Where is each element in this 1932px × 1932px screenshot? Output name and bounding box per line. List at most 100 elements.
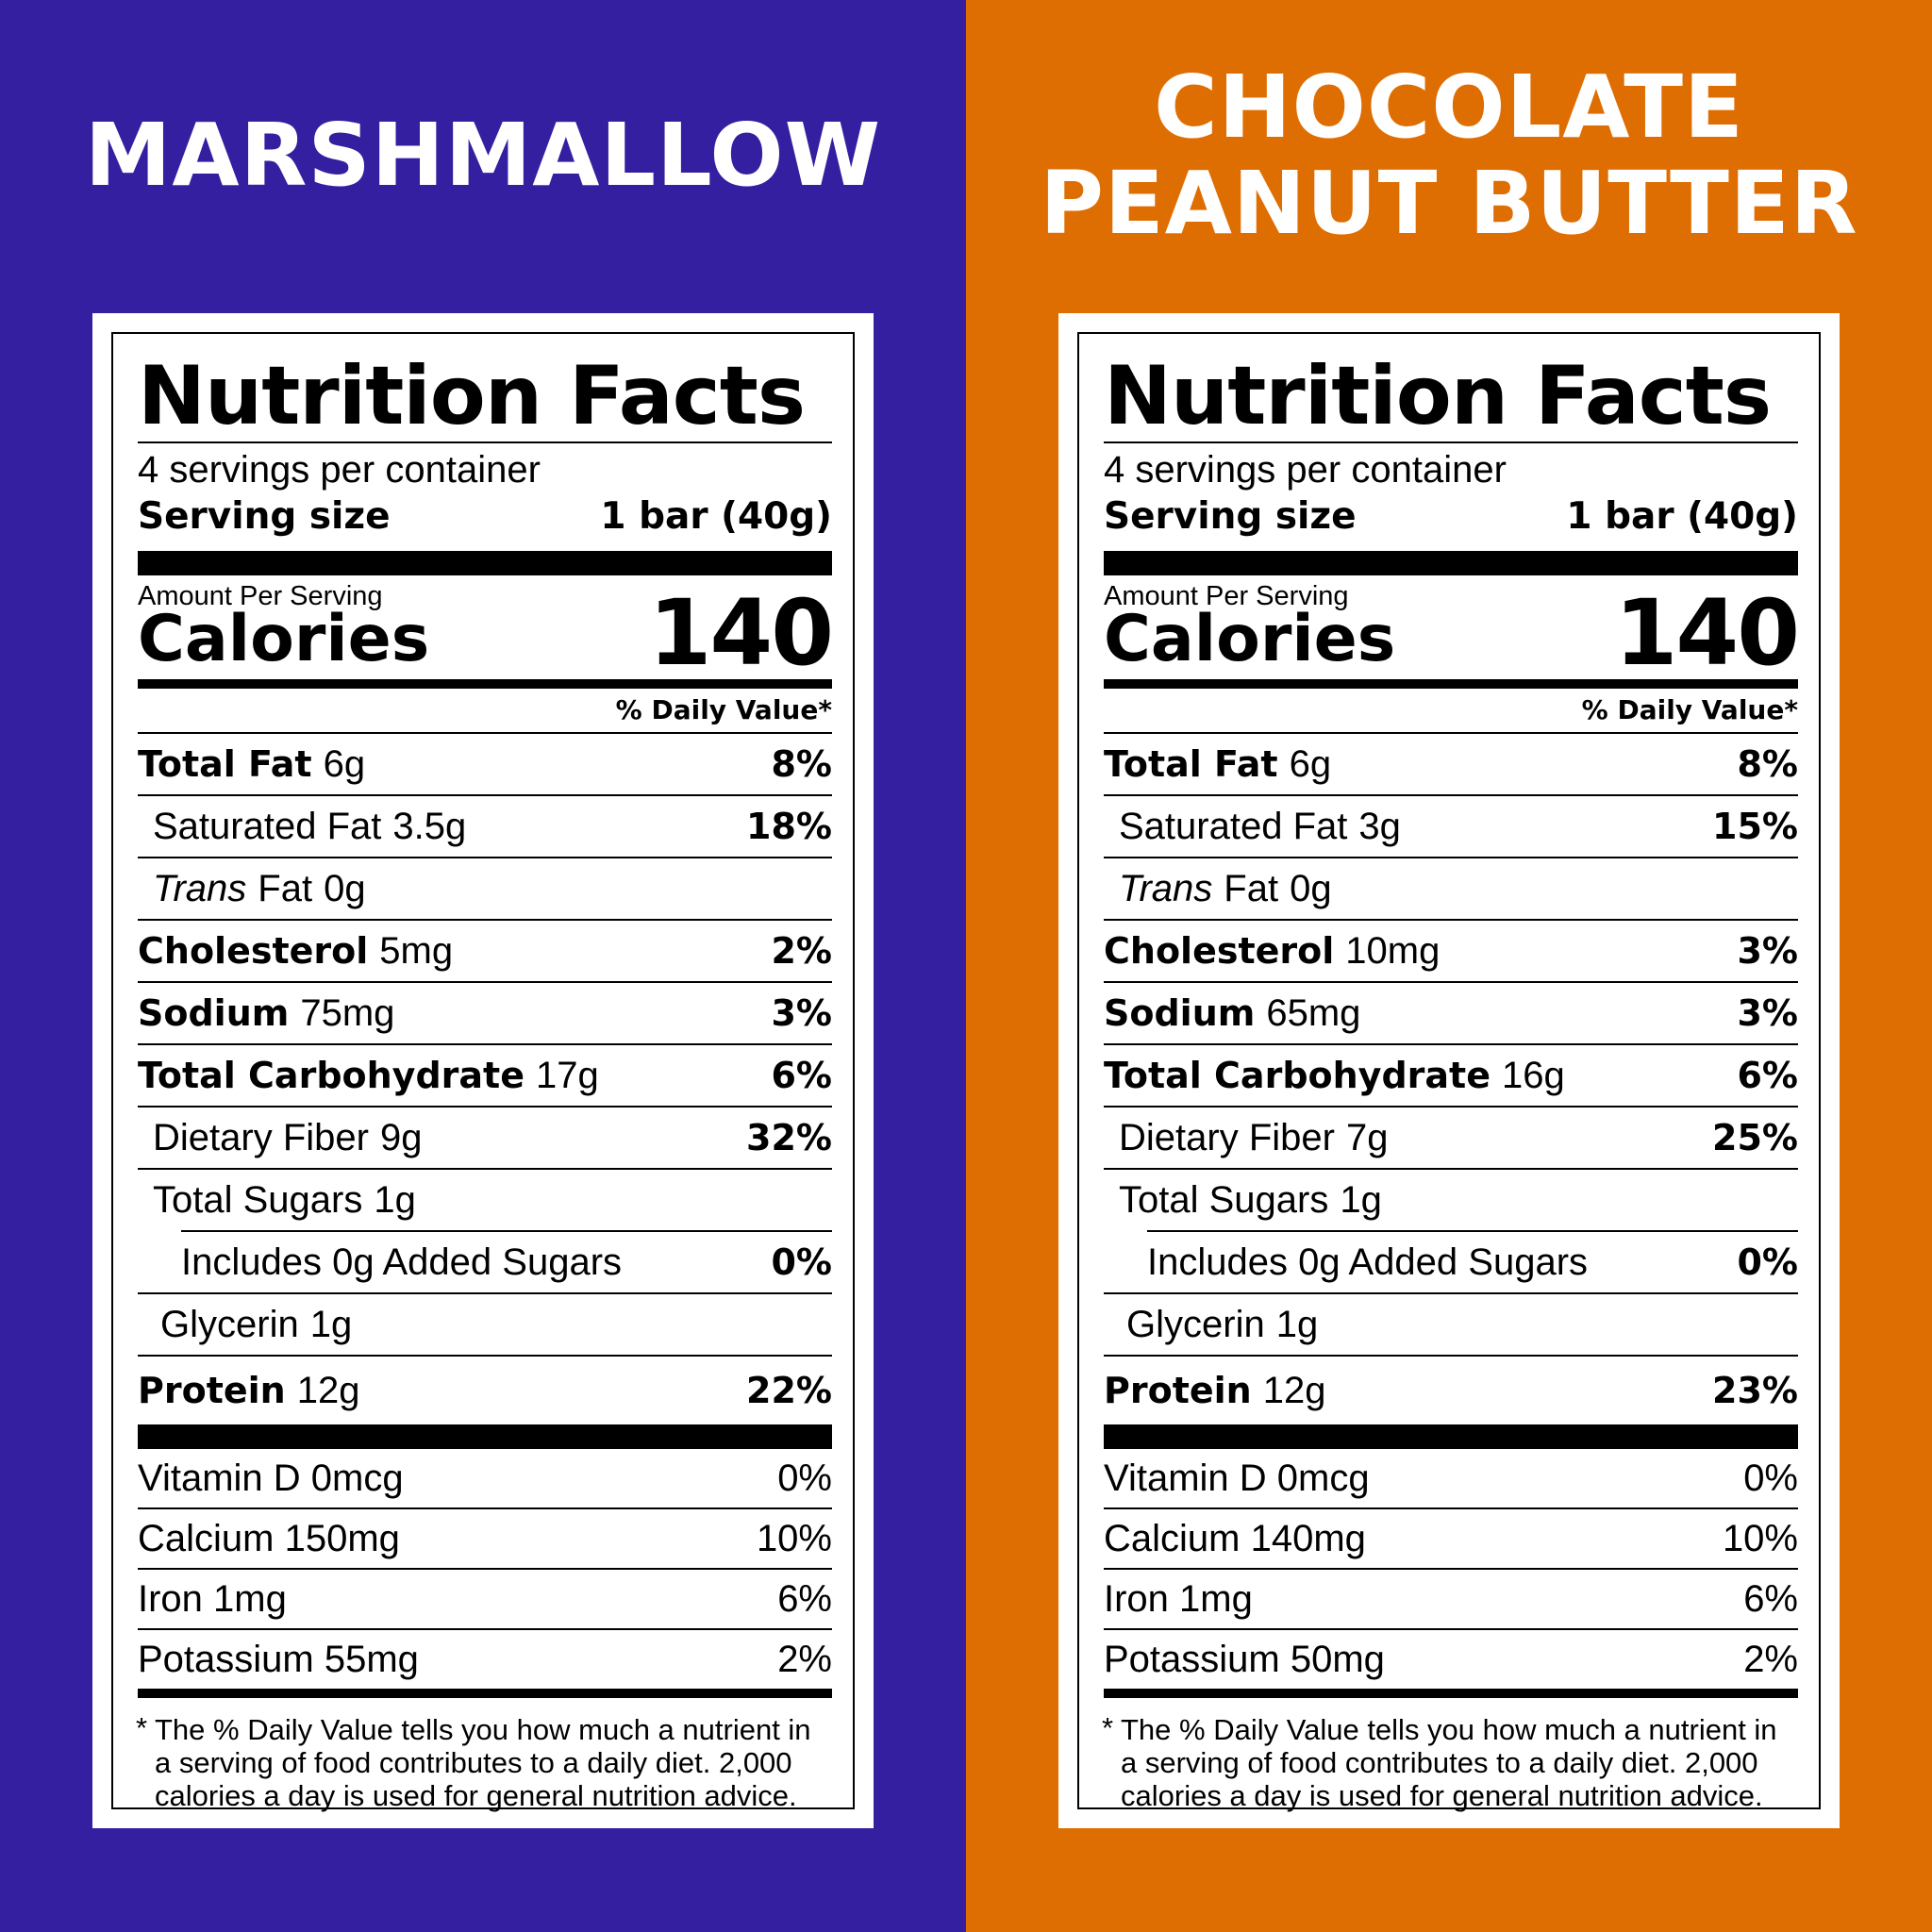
- row-potassium: Potassium 55mg 2%: [138, 1630, 832, 1689]
- row-saturated-fat: Saturated Fat 3.5g 18%: [138, 796, 832, 857]
- nutrient-label-italic: Trans: [153, 867, 247, 909]
- serving-size-label: Serving size: [1104, 495, 1357, 538]
- divider: [1104, 1168, 1798, 1170]
- serving-size-row: Serving size 1 bar (40g): [1104, 492, 1798, 541]
- divider: [138, 441, 832, 443]
- divider: [138, 981, 832, 983]
- daily-value-header: % Daily Value*: [615, 694, 832, 725]
- nutrient-dv: 6%: [777, 1577, 832, 1620]
- daily-value-header: % Daily Value*: [1581, 694, 1798, 725]
- row-total-sugars: Total Sugars 1g: [1104, 1170, 1798, 1230]
- nutrition-label: Nutrition Facts 4 servings per container…: [136, 351, 834, 1812]
- row-protein: Protein 12g 23%: [1104, 1357, 1798, 1424]
- nutrient-dv: 18%: [746, 806, 832, 847]
- thick-divider: [138, 1424, 832, 1449]
- nutrient-amount: 16g: [1501, 1054, 1565, 1096]
- row-added-sugars: Includes 0g Added Sugars 0%: [1104, 1232, 1798, 1292]
- serving-size-value: 1 bar (40g): [1566, 495, 1798, 538]
- nutrient-amount: 1g: [374, 1178, 416, 1221]
- calories-row: Calories 140: [1104, 588, 1800, 678]
- nutrient-dv: 8%: [1737, 743, 1798, 785]
- amount-per-serving: Amount Per Serving: [138, 581, 383, 611]
- nutrient-label: Vitamin D 0mcg: [138, 1457, 404, 1499]
- nutrient-label: Vitamin D 0mcg: [1104, 1457, 1370, 1499]
- nutrient-dv: 6%: [771, 1055, 832, 1096]
- row-iron: Iron 1mg 6%: [1104, 1570, 1798, 1628]
- nutrient-amount: 6g: [323, 742, 366, 785]
- divider: [138, 1568, 832, 1570]
- nutrient-label: Calcium 140mg: [1104, 1517, 1366, 1559]
- divider: [138, 1168, 832, 1170]
- row-glycerin: Glycerin 1g: [138, 1294, 832, 1355]
- nutrient-label: Fat: [1224, 867, 1279, 909]
- flavor-title-line: CHOCOLATE: [1154, 57, 1744, 158]
- nutrient-label: Glycerin: [160, 1303, 299, 1345]
- nutrient-dv: 22%: [746, 1370, 832, 1411]
- divider: [138, 1507, 832, 1509]
- panel-marshmallow: MARSHMALLOW Nutrition Facts 4 servings p…: [0, 0, 966, 1932]
- flavor-title-line: PEANUT BUTTER: [1040, 153, 1858, 254]
- divider: [1104, 1507, 1798, 1509]
- nutrient-dv: 3%: [1737, 992, 1798, 1034]
- nutrient-dv: 10%: [756, 1517, 832, 1559]
- nutrient-dv: 6%: [1743, 1577, 1798, 1620]
- row-trans-fat: Trans Fat 0g: [138, 858, 832, 919]
- medium-divider: [1104, 1689, 1798, 1698]
- nutrient-dv: 2%: [771, 930, 832, 972]
- divider: [1104, 857, 1798, 858]
- divider: [138, 794, 832, 796]
- footnote-star: *: [1102, 1711, 1114, 1744]
- nutrient-label: Total Carbohydrate: [138, 1054, 525, 1096]
- divider: [1104, 1568, 1798, 1570]
- nutrient-amount: 6g: [1289, 742, 1332, 785]
- nutrient-label: Includes 0g Added Sugars: [181, 1241, 623, 1283]
- footnote-text: The % Daily Value tells you how much a n…: [155, 1713, 811, 1812]
- medium-divider: [138, 1689, 832, 1698]
- nutrient-dv: 3%: [1737, 930, 1798, 972]
- nutrient-amount: 3g: [1358, 805, 1401, 847]
- nutrient-label: Iron 1mg: [1104, 1577, 1253, 1620]
- nutrient-label: Dietary Fiber: [1119, 1116, 1335, 1158]
- label-title: Nutrition Facts: [1104, 349, 1772, 443]
- nutrient-label: Total Carbohydrate: [1104, 1054, 1491, 1096]
- nutrient-label: Calcium 150mg: [138, 1517, 400, 1559]
- footnote: * The % Daily Value tells you how much a…: [1102, 1711, 1798, 1812]
- nutrient-amount: 1g: [1275, 1303, 1319, 1345]
- divider: [138, 919, 832, 921]
- divider: [1104, 1355, 1798, 1357]
- flavor-title: CHOCOLATE PEANUT BUTTER: [966, 0, 1932, 311]
- nutrient-label: Protein: [138, 1369, 286, 1411]
- calories-row: Calories 140: [138, 588, 834, 678]
- row-dietary-fiber: Dietary Fiber 7g 25%: [1104, 1108, 1798, 1168]
- divider: [1104, 1292, 1798, 1294]
- divider: [1104, 441, 1798, 443]
- row-cholesterol: Cholesterol 10mg 3%: [1104, 921, 1798, 981]
- row-sodium: Sodium 65mg 3%: [1104, 983, 1798, 1043]
- nutrient-amount: 75mg: [300, 991, 395, 1034]
- nutrient-label: Total Sugars: [153, 1178, 363, 1221]
- row-iron: Iron 1mg 6%: [138, 1570, 832, 1628]
- row-vitamin-d: Vitamin D 0mcg 0%: [1104, 1449, 1798, 1507]
- nutrient-dv: 32%: [746, 1117, 832, 1158]
- servings-per-container: 4 servings per container: [1104, 449, 1507, 491]
- footnote-text: The % Daily Value tells you how much a n…: [1121, 1713, 1777, 1812]
- footnote-star: *: [136, 1711, 148, 1744]
- row-total-fat: Total Fat 6g 8%: [138, 734, 832, 794]
- servings-per-container: 4 servings per container: [138, 449, 541, 491]
- divider: [1104, 919, 1798, 921]
- nutrient-dv: 6%: [1737, 1055, 1798, 1096]
- nutrient-label: Includes 0g Added Sugars: [1147, 1241, 1589, 1283]
- divider: [1104, 794, 1798, 796]
- divider: [1104, 1628, 1798, 1630]
- nutrient-dv: 0%: [777, 1457, 832, 1499]
- nutrient-amount: 3.5g: [392, 805, 467, 847]
- nutrient-dv: 2%: [777, 1638, 832, 1680]
- divider: [1104, 732, 1798, 734]
- nutrient-amount: 5mg: [379, 929, 454, 972]
- row-saturated-fat: Saturated Fat 3g 15%: [1104, 796, 1798, 857]
- nutrient-amount: 1g: [309, 1303, 353, 1345]
- calories-label: Calories: [138, 602, 430, 676]
- nutrient-label: Glycerin: [1126, 1303, 1265, 1345]
- row-dietary-fiber: Dietary Fiber 9g 32%: [138, 1108, 832, 1168]
